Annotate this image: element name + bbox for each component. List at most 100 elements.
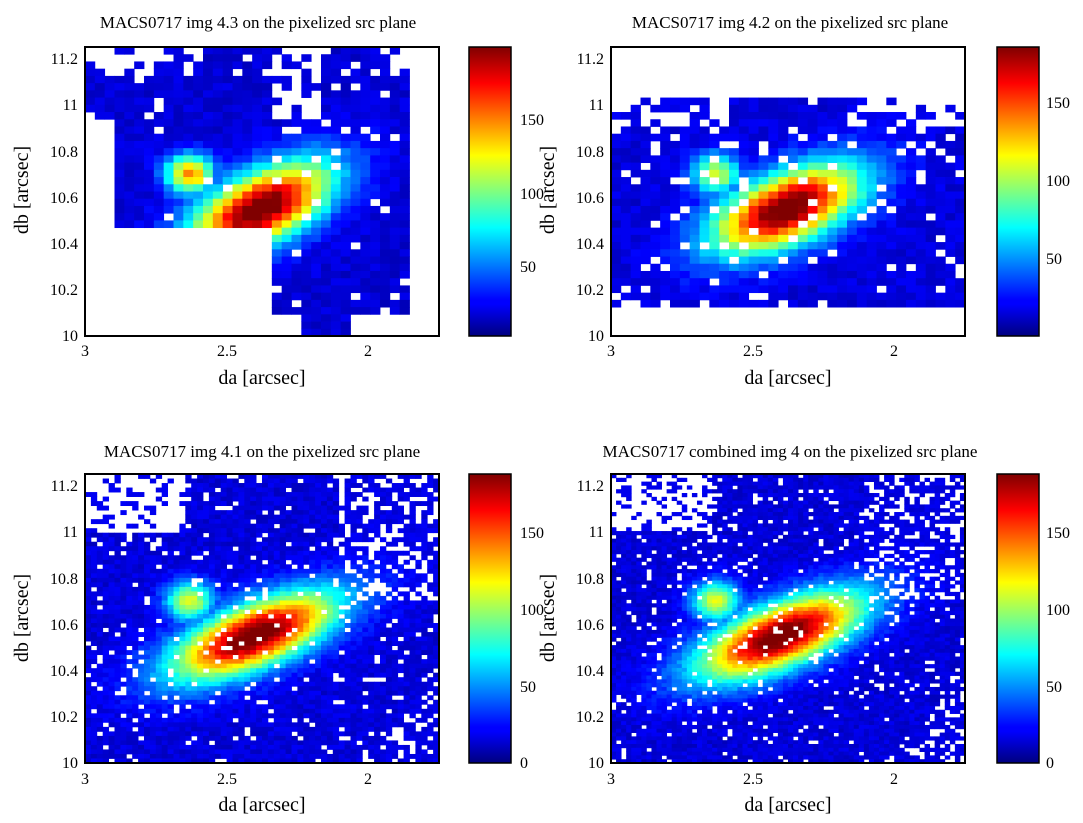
heatmap-cell [330, 220, 342, 229]
heatmap-cell [285, 501, 292, 507]
heatmap-cell [326, 708, 334, 714]
heatmap-cell [301, 155, 312, 164]
heatmap-cell [291, 148, 302, 156]
heatmap-cell [85, 623, 92, 628]
heatmap-cell [250, 627, 257, 633]
heatmap-cell [670, 270, 681, 279]
heatmap-cell [85, 582, 92, 588]
heatmap-cell [220, 708, 227, 714]
heatmap-cell [144, 672, 151, 678]
heatmap-cell [679, 140, 691, 149]
heatmap-cell [427, 501, 434, 507]
heatmap-cell [273, 618, 281, 624]
heatmap-cell [120, 708, 127, 714]
heatmap-cell [421, 713, 428, 719]
heatmap-cell [155, 677, 163, 683]
heatmap-cell [955, 126, 966, 135]
heatmap-cell [85, 708, 92, 714]
heatmap-cell [350, 184, 361, 192]
heatmap-cell [876, 119, 887, 127]
heatmap-cell [729, 234, 740, 243]
heatmap-cell [350, 307, 361, 315]
heatmap-cell [193, 75, 204, 84]
heatmap-cell [161, 573, 168, 579]
heatmap-cell [748, 198, 759, 207]
heatmap-cell [238, 505, 245, 511]
heatmap-cell [144, 740, 151, 746]
heatmap-cell [220, 501, 227, 507]
heatmap-cell [262, 618, 269, 624]
heatmap-cell [96, 501, 104, 507]
heatmap-cell [267, 632, 275, 637]
heatmap-cell [208, 722, 216, 728]
heatmap-cell [126, 577, 133, 583]
heatmap-cell [356, 753, 363, 759]
heatmap-cell [285, 492, 292, 497]
heatmap-cell [161, 659, 168, 665]
heatmap-cell [311, 227, 322, 236]
heatmap-cell [389, 227, 401, 236]
heatmap-cell [96, 519, 104, 525]
heatmap-cell [729, 104, 740, 113]
heatmap-cell [360, 140, 371, 149]
heatmap-cell [758, 256, 769, 265]
heatmap-cell [138, 514, 145, 520]
heatmap-cell [778, 270, 789, 279]
heatmap-cell [197, 586, 204, 592]
heatmap-cell [399, 140, 410, 149]
heatmap-cell [85, 659, 92, 665]
heatmap-cell [126, 672, 133, 678]
heatmap-cell [138, 645, 145, 651]
heatmap-cell [191, 595, 198, 601]
heatmap-cell [271, 140, 283, 149]
heatmap-cell [238, 699, 245, 705]
heatmap-cell [309, 541, 316, 547]
heatmap-cell [340, 256, 351, 265]
heatmap-cell [214, 541, 222, 547]
heatmap-cell [144, 613, 151, 619]
heatmap-cell [374, 514, 381, 520]
heatmap-cell [220, 532, 227, 538]
heatmap-cell [203, 704, 210, 710]
heatmap-cell [153, 83, 165, 91]
heatmap-cell [350, 299, 361, 308]
heatmap-cell [120, 668, 127, 674]
heatmap-cell [906, 119, 917, 127]
heatmap-cell [203, 573, 210, 579]
heatmap-cell [262, 632, 269, 637]
heatmap-cell [102, 586, 109, 592]
heatmap-cell [788, 148, 799, 156]
heatmap-cell [85, 568, 92, 574]
heatmap-cell [311, 270, 322, 279]
heatmap-cell [179, 695, 186, 701]
heatmap-cell [297, 559, 304, 565]
heatmap-cell [161, 735, 168, 741]
heatmap-cell [935, 220, 946, 229]
heatmap-cell [138, 591, 145, 597]
heatmap-cell [297, 595, 304, 601]
heatmap-cell [380, 722, 387, 728]
heatmap-cell [403, 568, 410, 574]
heatmap-cell [252, 191, 263, 200]
heatmap-cell [955, 242, 966, 250]
x-axis-label: da [arcsec] [744, 367, 831, 389]
heatmap-cell [748, 285, 759, 294]
heatmap-cell [208, 690, 216, 696]
heatmap-cell [321, 726, 328, 732]
heatmap-cell [155, 532, 163, 538]
heatmap-cell [161, 609, 168, 615]
heatmap-cell [153, 90, 165, 98]
heatmap-cell [301, 184, 312, 192]
heatmap-cell [409, 519, 416, 525]
heatmap-cell [134, 198, 145, 207]
heatmap-cell [330, 292, 342, 301]
heatmap-cell [321, 523, 328, 529]
heatmap-cell [380, 97, 391, 106]
colorbar [997, 47, 1039, 336]
heatmap-cell [788, 278, 799, 286]
heatmap-cell [232, 627, 239, 633]
heatmap-cell [256, 749, 263, 755]
heatmap-cell [421, 663, 428, 669]
heatmap-cell [102, 681, 109, 687]
heatmap-cell [232, 514, 239, 520]
